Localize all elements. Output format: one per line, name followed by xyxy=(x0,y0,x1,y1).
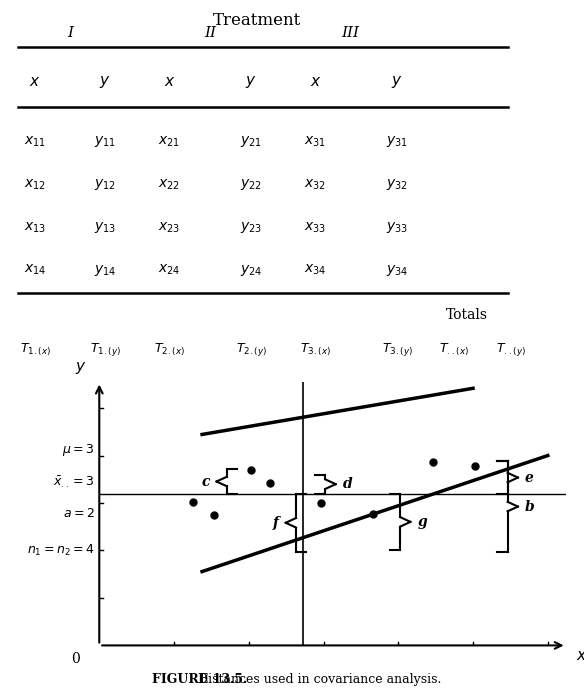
Text: $T_{1.(x)}$: $T_{1.(x)}$ xyxy=(19,341,51,358)
Text: $\mu = 3$: $\mu = 3$ xyxy=(62,442,95,458)
Text: $y_{33}$: $y_{33}$ xyxy=(386,220,408,235)
Text: $x_{22}$: $x_{22}$ xyxy=(158,178,180,192)
Text: $y_{32}$: $y_{32}$ xyxy=(386,177,408,192)
Text: f: f xyxy=(273,516,279,530)
Text: $y_{14}$: $y_{14}$ xyxy=(94,262,116,278)
Text: $T_{..(y)}$: $T_{..(y)}$ xyxy=(496,341,526,358)
Text: II: II xyxy=(204,26,216,40)
Text: $y_{11}$: $y_{11}$ xyxy=(94,135,116,149)
Text: $y$: $y$ xyxy=(75,360,86,376)
Text: b: b xyxy=(525,500,534,514)
Text: c: c xyxy=(201,475,210,489)
Text: $T_{2.(x)}$: $T_{2.(x)}$ xyxy=(154,341,185,358)
Text: $y_{21}$: $y_{21}$ xyxy=(240,135,262,149)
Text: FIGURE 13.5.: FIGURE 13.5. xyxy=(152,672,247,686)
Text: 0: 0 xyxy=(72,652,80,666)
Text: $x$: $x$ xyxy=(164,75,175,89)
Text: Distances used in covariance analysis.: Distances used in covariance analysis. xyxy=(190,672,442,686)
Text: $y_{12}$: $y_{12}$ xyxy=(94,177,116,192)
Text: $n_1 = n_2 = 4$: $n_1 = n_2 = 4$ xyxy=(27,543,95,558)
Text: $y_{31}$: $y_{31}$ xyxy=(386,135,408,149)
Text: $y_{24}$: $y_{24}$ xyxy=(240,262,262,278)
Text: $x_{31}$: $x_{31}$ xyxy=(304,135,326,149)
Text: $x_{13}$: $x_{13}$ xyxy=(24,220,46,235)
Text: $y_{34}$: $y_{34}$ xyxy=(386,262,408,278)
Text: $y_{13}$: $y_{13}$ xyxy=(94,220,116,235)
Text: Treatment: Treatment xyxy=(213,12,301,28)
Text: $x_{24}$: $x_{24}$ xyxy=(158,263,180,278)
Text: e: e xyxy=(525,471,534,484)
Text: $x_{32}$: $x_{32}$ xyxy=(304,178,326,192)
Text: $T_{3.(y)}$: $T_{3.(y)}$ xyxy=(381,341,413,358)
Text: $x_{34}$: $x_{34}$ xyxy=(304,263,326,278)
Text: I: I xyxy=(67,26,73,40)
Text: $a = 2$: $a = 2$ xyxy=(62,507,95,520)
Text: $\bar{x}_{..} = 3$: $\bar{x}_{..} = 3$ xyxy=(53,474,95,490)
Text: g: g xyxy=(418,515,427,529)
Text: $y$: $y$ xyxy=(99,74,111,90)
Text: $y_{22}$: $y_{22}$ xyxy=(240,177,262,192)
Text: $x_{23}$: $x_{23}$ xyxy=(158,220,180,235)
Text: $x$: $x$ xyxy=(29,75,41,89)
Text: $x$: $x$ xyxy=(310,75,321,89)
Text: $x_{12}$: $x_{12}$ xyxy=(24,178,46,192)
Text: $T_{..(x)}$: $T_{..(x)}$ xyxy=(439,341,470,358)
Text: $T_{2.(y)}$: $T_{2.(y)}$ xyxy=(235,341,267,358)
Text: $y_{23}$: $y_{23}$ xyxy=(240,220,262,235)
Text: $x_{33}$: $x_{33}$ xyxy=(304,220,326,235)
Text: $y$: $y$ xyxy=(245,74,257,90)
Text: $T_{3.(x)}$: $T_{3.(x)}$ xyxy=(300,341,331,358)
Text: III: III xyxy=(342,26,359,40)
Text: $T_{1.(y)}$: $T_{1.(y)}$ xyxy=(89,341,121,358)
Text: $x$: $x$ xyxy=(576,649,584,663)
Text: $x_{14}$: $x_{14}$ xyxy=(24,263,46,278)
Text: $x_{11}$: $x_{11}$ xyxy=(24,135,46,149)
Text: Totals: Totals xyxy=(446,308,488,322)
Text: d: d xyxy=(343,477,352,491)
Text: $y$: $y$ xyxy=(391,74,403,90)
Text: $x_{21}$: $x_{21}$ xyxy=(158,135,180,149)
